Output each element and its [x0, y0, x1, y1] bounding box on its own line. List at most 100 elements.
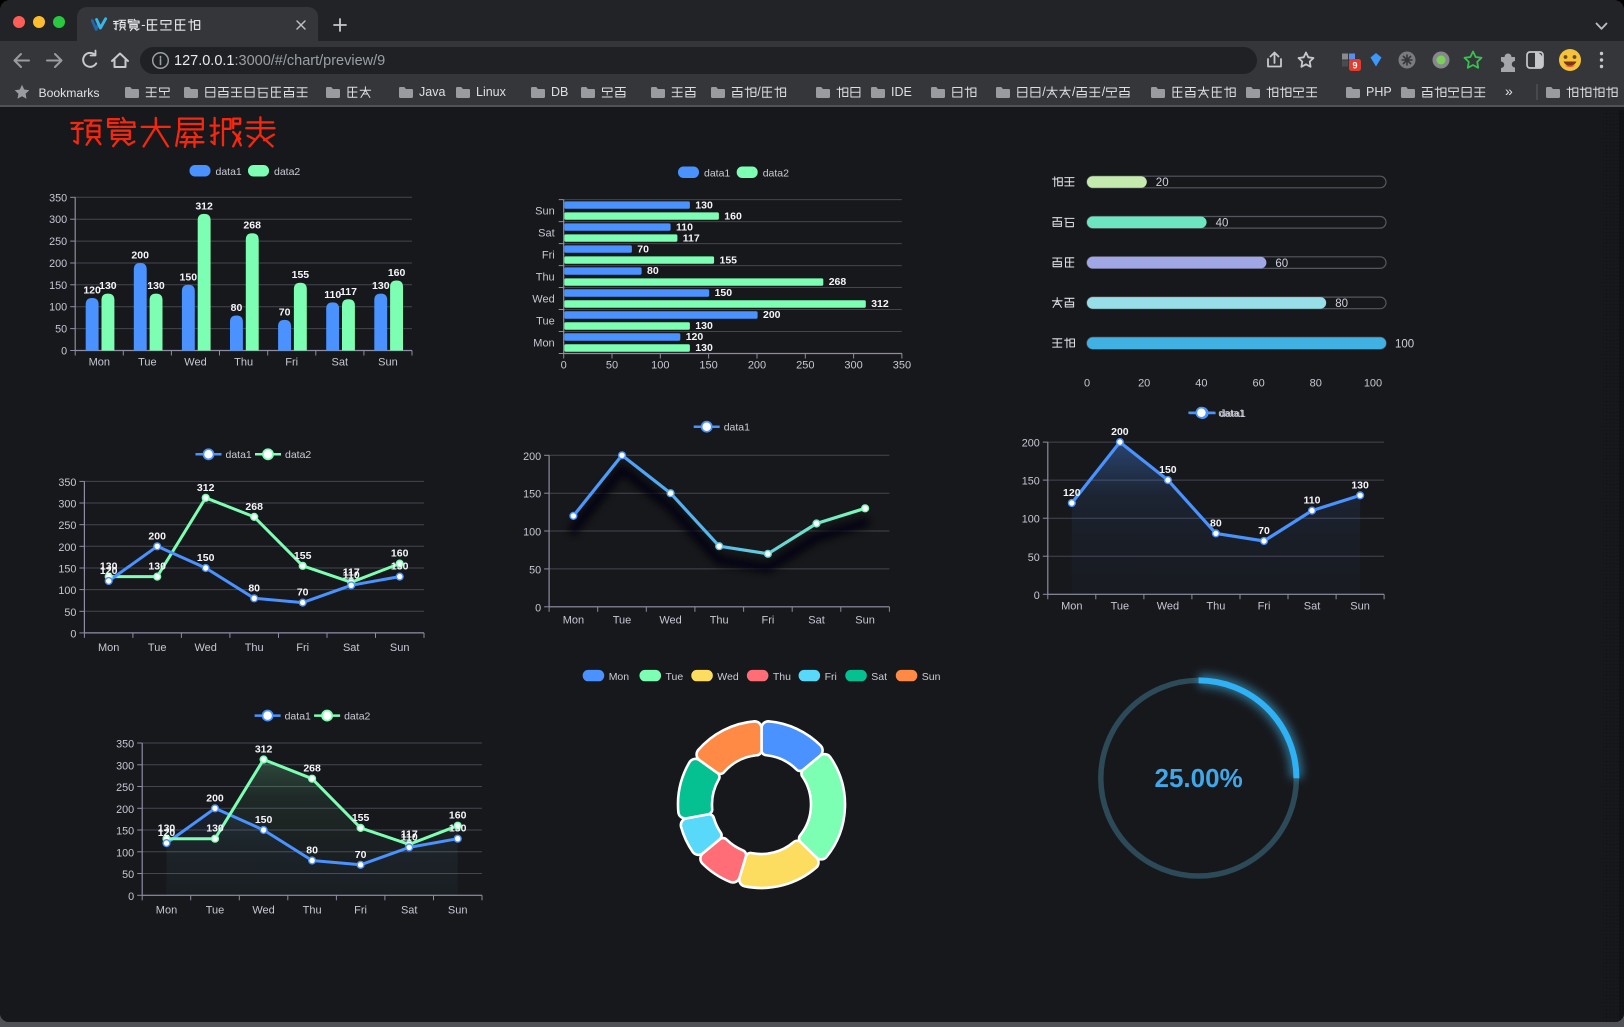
svg-text:350: 350 [116, 739, 134, 751]
svg-text:0: 0 [535, 602, 541, 614]
svg-text:160: 160 [391, 548, 409, 560]
svg-text:350: 350 [893, 360, 911, 372]
svg-text:130: 130 [1351, 479, 1369, 491]
svg-text:120: 120 [83, 285, 101, 297]
svg-text:350: 350 [58, 477, 76, 489]
svg-text:312: 312 [197, 482, 215, 494]
svg-text:data2: data2 [285, 449, 311, 461]
svg-text:-: - [141, 17, 145, 32]
svg-text:Tue: Tue [666, 671, 684, 683]
svg-text:268: 268 [243, 220, 261, 232]
svg-text:130: 130 [695, 342, 713, 354]
svg-text:Wed: Wed [184, 357, 206, 369]
svg-text:50: 50 [122, 869, 134, 881]
svg-text:Tue: Tue [138, 357, 157, 369]
svg-text:/: / [1102, 85, 1106, 99]
svg-text:312: 312 [255, 744, 273, 756]
svg-text:0: 0 [561, 360, 567, 372]
svg-text:80: 80 [647, 265, 659, 277]
svg-text:data2: data2 [274, 166, 300, 178]
svg-text:100: 100 [523, 527, 541, 539]
svg-text:/: / [1072, 85, 1076, 99]
svg-text:268: 268 [303, 763, 321, 775]
svg-text:data2: data2 [763, 167, 789, 179]
svg-text:Java: Java [419, 85, 445, 99]
svg-text:80: 80 [248, 582, 260, 594]
svg-text:250: 250 [796, 360, 814, 372]
svg-text:Mon: Mon [563, 615, 584, 627]
svg-text:150: 150 [49, 280, 67, 292]
svg-text:Wed: Wed [532, 294, 554, 306]
svg-text:»: » [1505, 83, 1513, 99]
svg-text:150: 150 [523, 489, 541, 501]
svg-text:130: 130 [99, 280, 117, 292]
svg-text:100: 100 [116, 847, 134, 859]
svg-text:Fri: Fri [825, 671, 837, 683]
svg-text:Mon: Mon [89, 357, 110, 369]
svg-text:/: / [1042, 85, 1046, 99]
svg-text:200: 200 [49, 258, 67, 270]
svg-text:50: 50 [606, 360, 618, 372]
svg-text:300: 300 [49, 214, 67, 226]
svg-text:200: 200 [116, 804, 134, 816]
svg-text:200: 200 [148, 530, 166, 542]
svg-text:130: 130 [158, 823, 176, 835]
svg-text:50: 50 [1028, 552, 1040, 564]
svg-text:130: 130 [695, 320, 713, 332]
svg-text:130: 130 [148, 561, 166, 573]
svg-text:Mon: Mon [1061, 601, 1082, 613]
svg-text:155: 155 [352, 812, 370, 824]
svg-text:130: 130 [206, 823, 224, 835]
svg-text:150: 150 [180, 271, 198, 283]
svg-text:130: 130 [147, 280, 165, 292]
svg-text:200: 200 [206, 792, 224, 804]
svg-text:250: 250 [58, 520, 76, 532]
svg-text:Sun: Sun [922, 671, 941, 683]
svg-text:40: 40 [1195, 378, 1207, 390]
svg-text:50: 50 [529, 564, 541, 576]
svg-text:Thu: Thu [536, 272, 555, 284]
svg-text:Mon: Mon [609, 671, 630, 683]
svg-text:0: 0 [1084, 378, 1090, 390]
svg-text:Sun: Sun [855, 615, 875, 627]
svg-text:Tue: Tue [206, 905, 225, 917]
svg-text:Sat: Sat [332, 357, 349, 369]
svg-text:130: 130 [695, 199, 713, 211]
svg-text:100: 100 [1364, 378, 1382, 390]
svg-text:20: 20 [1156, 177, 1169, 189]
svg-text:40: 40 [1216, 218, 1229, 230]
svg-text:150: 150 [1159, 464, 1177, 476]
svg-text:Thu: Thu [710, 615, 729, 627]
svg-text:80: 80 [306, 845, 318, 857]
svg-text:200: 200 [58, 542, 76, 554]
svg-text:0: 0 [128, 891, 134, 903]
svg-text:250: 250 [116, 782, 134, 794]
svg-text:350: 350 [49, 192, 67, 204]
svg-text:70: 70 [1258, 525, 1270, 537]
svg-text:data1: data1 [1220, 408, 1246, 420]
svg-text:155: 155 [292, 269, 310, 281]
svg-text:Sun: Sun [1350, 601, 1370, 613]
svg-text:80: 80 [231, 302, 243, 314]
svg-text:150: 150 [715, 287, 733, 299]
svg-text:Sun: Sun [535, 206, 555, 218]
svg-text:100: 100 [1395, 338, 1414, 350]
svg-text:data1: data1 [285, 710, 311, 722]
svg-text:120: 120 [100, 565, 118, 577]
svg-text:Tue: Tue [1111, 601, 1130, 613]
svg-text:130: 130 [449, 823, 467, 835]
svg-text:9: 9 [1352, 61, 1357, 71]
svg-text:100: 100 [49, 302, 67, 314]
svg-text:110: 110 [401, 831, 418, 843]
svg-text:0: 0 [70, 628, 76, 640]
svg-text:150: 150 [1022, 476, 1040, 488]
svg-text:80: 80 [1310, 378, 1322, 390]
svg-text:Fri: Fri [1258, 601, 1271, 613]
svg-text:Wed: Wed [659, 615, 681, 627]
svg-text:Mon: Mon [98, 642, 119, 654]
svg-text:Sun: Sun [378, 357, 398, 369]
svg-text:Wed: Wed [194, 642, 216, 654]
svg-text:20: 20 [1138, 378, 1150, 390]
svg-text:200: 200 [523, 451, 541, 463]
svg-text:DB: DB [551, 85, 568, 99]
